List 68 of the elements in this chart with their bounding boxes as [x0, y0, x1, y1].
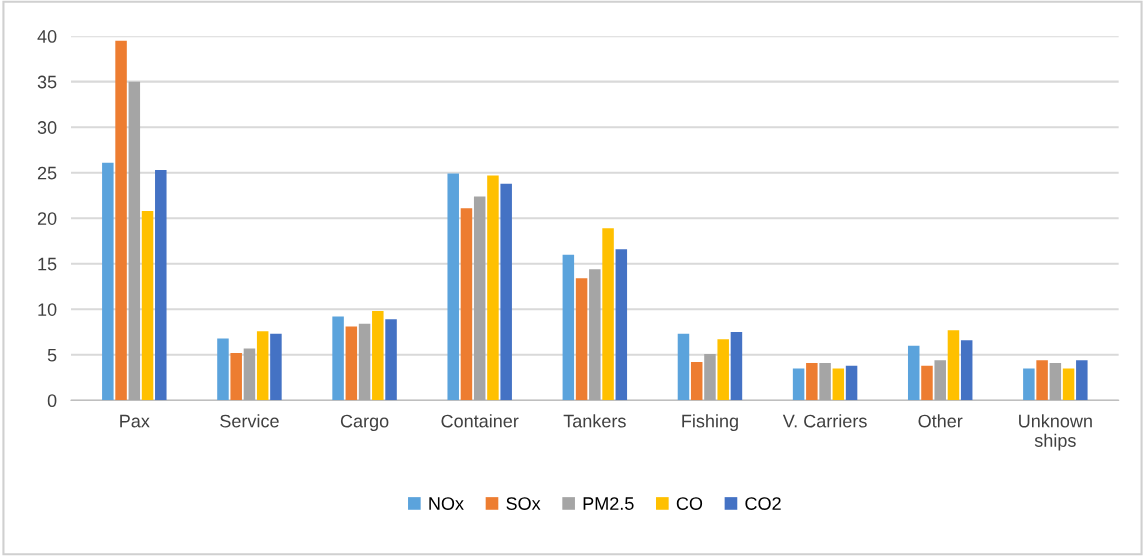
bar [717, 339, 729, 401]
legend-label: NOx [429, 497, 464, 510]
bar [562, 254, 575, 401]
bar [677, 333, 690, 401]
bar [243, 348, 256, 401]
x-tick-label: Cargo [340, 414, 389, 432]
bar [1036, 360, 1048, 401]
bar [1062, 368, 1075, 401]
bar [960, 340, 973, 401]
y-tick-label: 0 [47, 394, 57, 408]
bar [934, 360, 946, 401]
y-tick-label: 5 [47, 348, 57, 362]
bar [460, 208, 473, 401]
bar [115, 40, 127, 401]
y-tick-label: 30 [37, 121, 57, 134]
y-tick-label: 20 [37, 212, 57, 225]
bar [806, 362, 818, 401]
bar [1076, 360, 1088, 401]
y-tick-label: 35 [37, 75, 57, 89]
x-tick-label: Pax [120, 414, 150, 428]
x-tick-label: Container [441, 414, 519, 428]
bar [358, 323, 371, 401]
x-tick-label: Tankers [563, 414, 626, 428]
bar [128, 81, 141, 401]
bar [907, 345, 920, 401]
bar [792, 368, 805, 401]
bar [270, 333, 282, 401]
bar [345, 326, 358, 401]
bar [704, 353, 716, 401]
y-tick-label: 10 [38, 303, 57, 316]
bar [575, 278, 588, 401]
bar [947, 330, 960, 401]
y-tick-label: 25 [37, 166, 57, 180]
bar [615, 249, 628, 401]
y-tick-label: 40 [37, 30, 57, 43]
bar [230, 352, 242, 401]
legend-label: SOx [506, 497, 541, 510]
x-tick-label: Service [220, 414, 279, 428]
bar [217, 338, 229, 401]
bar [690, 362, 703, 401]
x-tick-label: Other [918, 414, 963, 428]
bar [487, 175, 499, 401]
bar [921, 365, 933, 401]
bar [141, 210, 154, 401]
bar [473, 196, 486, 401]
x-tick-label: V. Carriers [782, 414, 867, 428]
x-tick-label: Fishing [682, 414, 738, 432]
bar [332, 316, 344, 401]
bar [1049, 362, 1062, 401]
x-tick-label: Unknown ships [1019, 414, 1092, 451]
bar [447, 173, 459, 401]
legend-label: PM2.5 [583, 497, 634, 510]
bar [819, 362, 831, 401]
bar [256, 331, 269, 401]
bar [500, 183, 512, 401]
bar [155, 169, 167, 401]
y-tick-label: 15 [38, 257, 57, 271]
bar [102, 162, 114, 401]
bar [385, 319, 397, 401]
bar [832, 368, 845, 401]
bar [730, 332, 743, 401]
bar [589, 269, 601, 401]
bar [372, 311, 384, 401]
bar [602, 228, 614, 401]
bar [1023, 368, 1035, 401]
legend-label: CO [676, 497, 703, 510]
bar [845, 365, 858, 401]
legend-label: CO2 [745, 497, 781, 510]
